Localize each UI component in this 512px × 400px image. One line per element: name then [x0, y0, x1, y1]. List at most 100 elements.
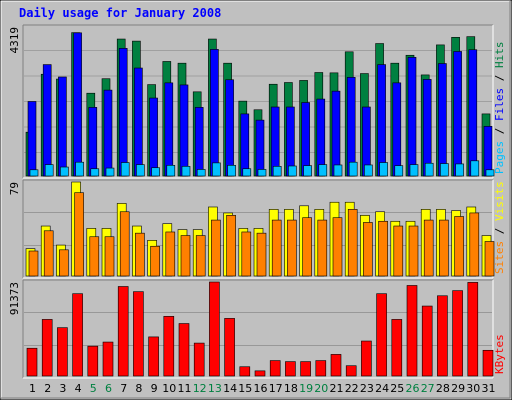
bar-pages-day-30 — [470, 160, 480, 177]
x-label-day-19: 19 — [299, 382, 313, 395]
bar-kbytes-day-22 — [345, 365, 357, 377]
bar-pages-day-17 — [272, 166, 282, 177]
bar-pages-day-19 — [303, 165, 312, 177]
x-label-day-22: 22 — [345, 382, 359, 395]
legend-separator: / — [493, 68, 506, 88]
bar-pages-day-3 — [60, 166, 69, 177]
bar-pages-day-4 — [75, 161, 84, 177]
bar-kbytes-day-14 — [224, 318, 235, 377]
bar-sites-day-5 — [89, 236, 100, 277]
x-label-day-12: 12 — [193, 382, 207, 395]
bar-files-day-29 — [453, 51, 462, 177]
bar-files-day-9 — [149, 97, 158, 177]
bar-sites-day-8 — [135, 232, 145, 277]
bar-sites-day-18 — [287, 219, 297, 277]
legend-visits: Visits — [493, 181, 506, 221]
bar-pages-day-20 — [318, 164, 328, 177]
bar-kbytes-day-12 — [193, 342, 205, 377]
bar-pages-day-1 — [29, 169, 39, 177]
x-label-day-15: 15 — [238, 382, 252, 395]
bar-pages-day-14 — [227, 165, 236, 177]
bar-kbytes-day-8 — [133, 291, 144, 377]
legend-pages: Pages — [493, 141, 506, 174]
bar-sites-day-10 — [165, 231, 176, 277]
x-axis-labels: 1 2 3 4 5 6 7 8 9 10 11 12 13 14 15 16 17 18 19 20 21 22 23 24 2… — [29, 382, 496, 395]
bar-sites-day-21 — [332, 217, 343, 277]
bar-sites-day-4 — [74, 192, 84, 277]
y-max-label: 79 — [8, 182, 21, 195]
bar-files-day-26 — [407, 57, 417, 177]
bar-kbytes-day-17 — [269, 360, 281, 377]
x-label-day-13: 13 — [208, 382, 222, 395]
bar-kbytes-day-16 — [254, 370, 266, 377]
bar-files-day-15 — [240, 113, 250, 177]
bar-kbytes-day-9 — [148, 336, 159, 377]
bar-files-day-4 — [73, 32, 82, 177]
bar-files-day-10 — [164, 82, 174, 177]
bar-sites-day-25 — [393, 225, 404, 277]
bar-pages-day-16 — [257, 169, 267, 177]
bar-pages-day-15 — [242, 168, 252, 177]
bar-kbytes-day-15 — [239, 366, 251, 377]
x-label-day-6: 6 — [105, 382, 112, 395]
bar-pages-day-29 — [455, 163, 464, 177]
x-label-day-2: 2 — [44, 382, 51, 395]
panel-kbytes: 91373 KBytes — [8, 279, 506, 379]
bar-sites-day-30 — [469, 212, 480, 277]
bar-sites-day-11 — [180, 235, 191, 277]
x-label-day-3: 3 — [59, 382, 66, 395]
x-label-day-16: 16 — [254, 382, 268, 395]
legend: Pages / Files / Hits — [493, 42, 506, 175]
bar-files-day-17 — [270, 106, 280, 177]
x-label-day-9: 9 — [151, 382, 158, 395]
bar-kbytes-day-4 — [72, 293, 83, 377]
x-label-day-31: 31 — [482, 382, 496, 395]
bar-sites-day-16 — [256, 232, 267, 277]
bar-pages-day-11 — [181, 166, 191, 177]
bar-files-day-2 — [42, 64, 52, 177]
bar-kbytes-day-27 — [421, 305, 433, 377]
bar-sites-day-20 — [317, 219, 328, 277]
bar-files-day-8 — [134, 67, 143, 177]
bar-kbytes-day-20 — [315, 360, 327, 377]
bar-pages-day-21 — [333, 164, 343, 177]
x-label-day-30: 30 — [466, 382, 480, 395]
bar-pages-day-10 — [166, 165, 176, 177]
bar-files-day-27 — [422, 79, 432, 177]
bar-pages-day-18 — [288, 165, 297, 177]
legend-sites: Sites — [493, 241, 506, 274]
bar-files-day-31 — [483, 126, 493, 177]
bar-kbytes-day-21 — [330, 354, 342, 377]
bar-kbytes-day-13 — [209, 281, 220, 377]
bar-pages-day-2 — [44, 164, 54, 177]
legend: KBytes — [493, 334, 506, 374]
bar-sites-day-17 — [271, 219, 282, 277]
bar-sites-day-14 — [226, 215, 236, 277]
panel-visits-sites: 79 Sites / Visits — [8, 179, 506, 279]
bar-files-day-16 — [255, 119, 265, 177]
bar-pages-day-28 — [440, 163, 449, 177]
legend-hits: Hits — [493, 42, 506, 69]
x-label-day-21: 21 — [330, 382, 344, 395]
x-label-day-29: 29 — [451, 382, 465, 395]
bar-pages-day-7 — [120, 162, 130, 177]
bar-kbytes-day-28 — [437, 295, 448, 377]
y-max-label: 91373 — [8, 282, 21, 315]
chart-title: Daily usage for January 2008 — [19, 6, 221, 20]
bar-pages-day-27 — [424, 162, 434, 177]
bar-kbytes-day-31 — [482, 349, 494, 377]
bar-kbytes-day-5 — [87, 345, 99, 377]
bar-pages-day-31 — [485, 169, 495, 177]
legend-files: Files — [493, 88, 506, 121]
bar-pages-day-9 — [151, 167, 160, 177]
panel-hits-files-pages: 4319 Pages / Files / Hits — [8, 24, 506, 179]
bar-files-day-18 — [286, 106, 295, 177]
bar-kbytes-day-18 — [285, 361, 296, 377]
x-label-day-14: 14 — [223, 382, 237, 395]
x-label-day-26: 26 — [406, 382, 420, 395]
bar-pages-day-12 — [196, 169, 206, 177]
bar-pages-day-13 — [212, 162, 221, 177]
bar-kbytes-day-30 — [467, 282, 479, 377]
